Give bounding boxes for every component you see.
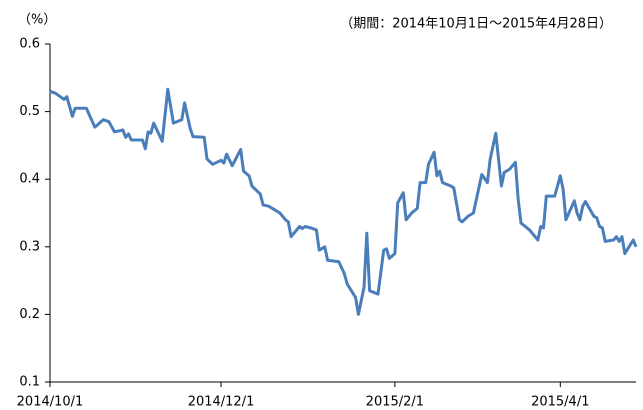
x-tick-label: 2014/10/1	[17, 395, 84, 410]
y-tick-label: 0.1	[19, 375, 40, 390]
x-tick-label: 2015/4/1	[531, 395, 589, 410]
y-tick-label: 0.3	[19, 239, 40, 254]
y-tick-label: 0.5	[19, 104, 40, 119]
x-tick-label: 2015/2/1	[366, 395, 424, 410]
x-tick-label: 2014/12/1	[188, 395, 255, 410]
y-tick-label: 0.6	[19, 37, 40, 52]
y-tick-label: 0.2	[19, 307, 40, 322]
y-tick-label: 0.4	[19, 172, 40, 187]
line-series	[49, 87, 638, 316]
y-axis-label: （%）	[18, 13, 56, 28]
chart-subtitle: （期間：2014年10月1日～2015年4月28日）	[340, 17, 612, 32]
